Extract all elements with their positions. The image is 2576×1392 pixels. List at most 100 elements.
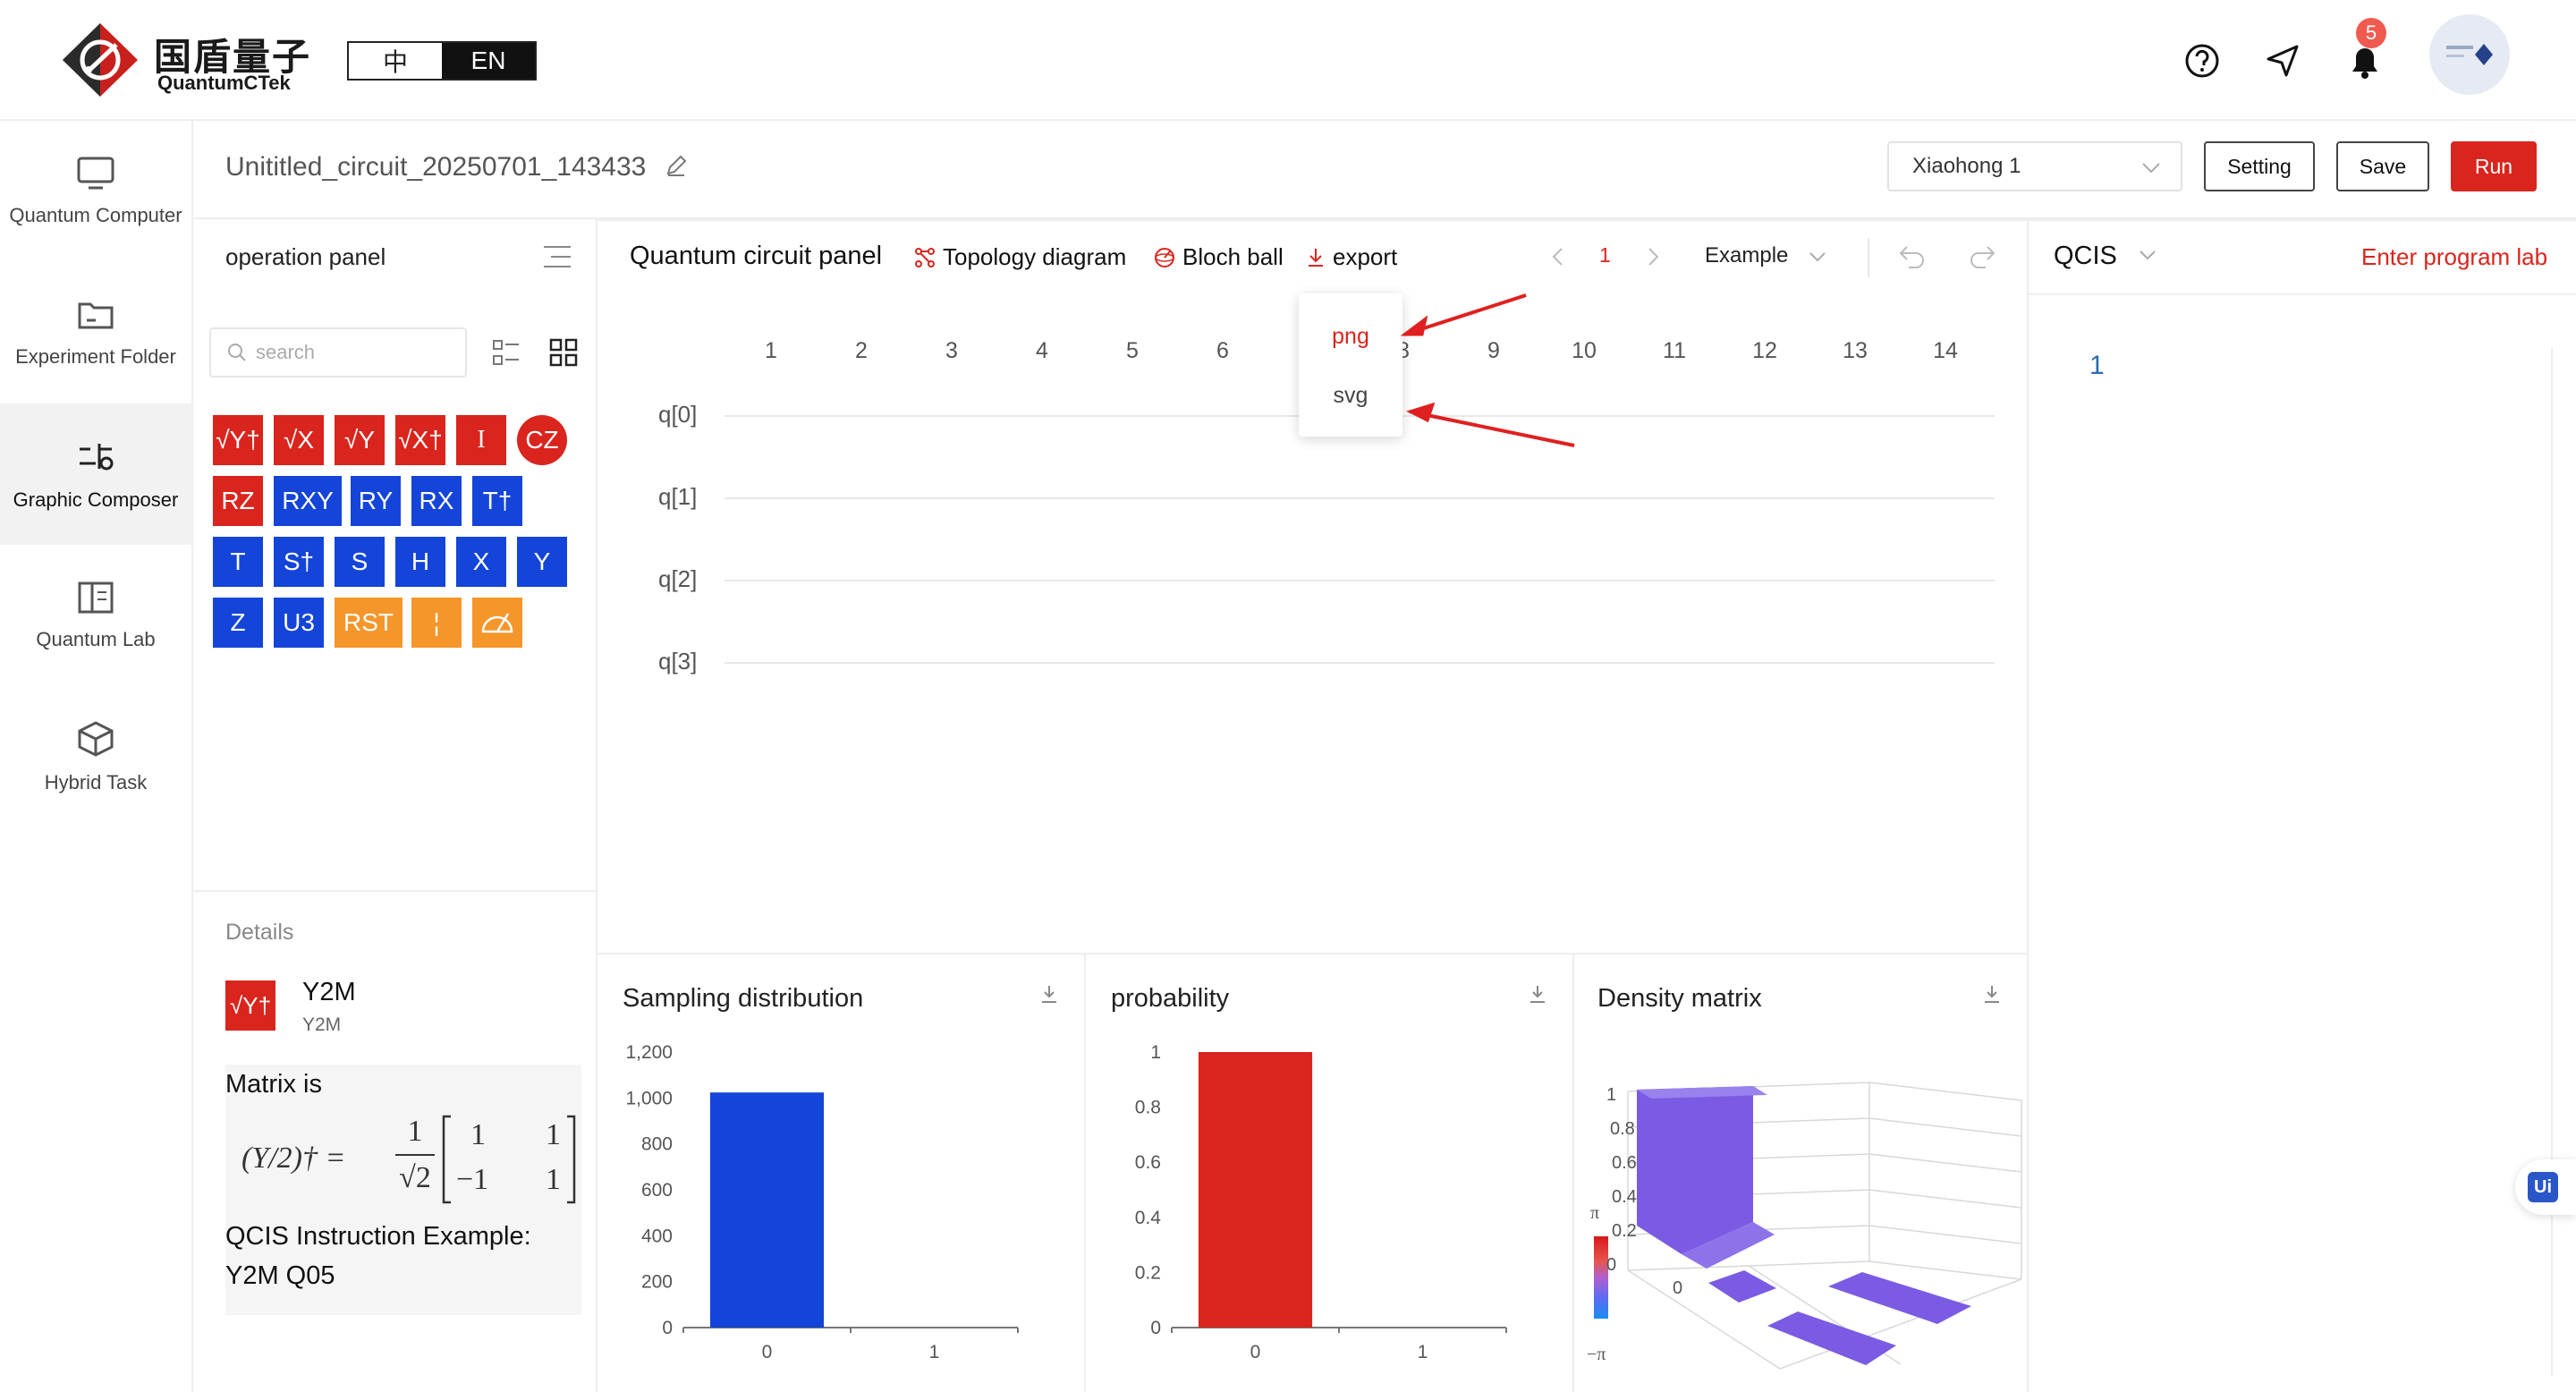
undo-icon[interactable] bbox=[1898, 243, 1927, 268]
machine-select[interactable]: Xiaohong 1 bbox=[1887, 141, 2182, 191]
z-tick: 0.4 bbox=[1612, 1187, 1637, 1207]
bloch-sphere-icon bbox=[1155, 247, 1174, 267]
gate-y[interactable]: Y bbox=[517, 537, 567, 587]
nav-item-quantum-computer[interactable]: Quantum Computer bbox=[0, 121, 191, 262]
matrix-lhs: (Y/2)† = bbox=[242, 1142, 346, 1175]
gate-i[interactable]: I bbox=[456, 415, 506, 465]
gate-search-input[interactable]: search bbox=[209, 327, 467, 378]
qcis-select[interactable]: QCIS bbox=[2054, 242, 2157, 271]
editor-line-number: 1 bbox=[2089, 351, 2105, 380]
y-tick-label: 200 bbox=[641, 1272, 673, 1293]
send-icon[interactable] bbox=[2256, 34, 2309, 88]
gate-rz[interactable]: RZ bbox=[213, 476, 263, 526]
gate-rx[interactable]: RX bbox=[411, 476, 462, 526]
qubit-wire[interactable] bbox=[724, 580, 1995, 581]
export-png-option[interactable]: png bbox=[1332, 324, 1369, 349]
detail-gate-name: Y2M bbox=[302, 978, 356, 1006]
nav-item-hybrid-task[interactable]: Hybrid Task bbox=[0, 686, 191, 828]
column-number: 10 bbox=[1572, 338, 1597, 363]
gate-x[interactable]: X bbox=[456, 537, 506, 587]
prev-page-icon[interactable] bbox=[1551, 247, 1565, 267]
qubit-wire[interactable] bbox=[724, 497, 1995, 499]
probability-chart-title: probability bbox=[1111, 984, 1230, 1013]
enter-program-lab-link[interactable]: Enter program lab bbox=[2361, 243, 2548, 270]
export-svg-option[interactable]: svg bbox=[1333, 383, 1368, 408]
column-number: 13 bbox=[1843, 338, 1868, 363]
x-tick-label: 0 bbox=[1250, 1342, 1261, 1362]
gate-cz[interactable]: CZ bbox=[517, 415, 567, 465]
lang-en-option[interactable]: EN bbox=[442, 43, 535, 79]
gate-ry[interactable]: RY bbox=[351, 476, 401, 526]
gate-y2p[interactable]: √Y bbox=[335, 415, 385, 465]
book-icon bbox=[78, 581, 114, 614]
z-tick: 0.8 bbox=[1610, 1119, 1635, 1139]
density-chart-panel bbox=[1574, 955, 2029, 1392]
gate-z[interactable]: Z bbox=[213, 598, 263, 648]
y-tick-label: 400 bbox=[641, 1226, 673, 1246]
setting-button[interactable]: Setting bbox=[2204, 141, 2315, 191]
page-number[interactable]: 1 bbox=[1599, 243, 1611, 267]
collapse-menu-icon[interactable] bbox=[542, 243, 572, 270]
topology-icon bbox=[915, 247, 935, 267]
colorbar-top-label: π bbox=[1590, 1203, 1599, 1223]
matrix-formula: (Y/2)† = 1 √2 1 1 −1 1 bbox=[242, 1115, 576, 1204]
bar bbox=[1198, 1052, 1313, 1328]
gate-t[interactable]: T bbox=[213, 537, 263, 587]
qubit-label: q[3] bbox=[658, 648, 698, 675]
gate-rst[interactable]: RST bbox=[335, 598, 402, 648]
gate-rxy[interactable]: RXY bbox=[274, 476, 342, 526]
gate-x2p[interactable]: √X bbox=[274, 415, 324, 465]
qubit-wire[interactable] bbox=[724, 662, 1995, 664]
sampling-chart-title: Sampling distribution bbox=[623, 984, 864, 1013]
gate-u3[interactable]: U3 bbox=[274, 598, 324, 648]
next-page-icon[interactable] bbox=[1646, 247, 1660, 267]
column-number: 11 bbox=[1663, 338, 1686, 363]
gate-barrier[interactable]: ¦ bbox=[411, 598, 462, 648]
gate-y2m[interactable]: √Y† bbox=[213, 415, 263, 465]
qcis-code-editor[interactable] bbox=[2066, 340, 2549, 1378]
ui-assistant-button[interactable]: Ui bbox=[2515, 1159, 2576, 1215]
search-placeholder: search bbox=[256, 341, 316, 363]
gate-x2m[interactable]: √X† bbox=[395, 415, 445, 465]
export-button[interactable]: export bbox=[1306, 243, 1397, 271]
density-bars bbox=[1637, 1086, 1971, 1365]
example-select[interactable]: Example bbox=[1705, 243, 1826, 268]
help-circle-icon[interactable] bbox=[2175, 34, 2229, 88]
measure-icon bbox=[481, 613, 513, 633]
avatar[interactable] bbox=[2429, 14, 2510, 95]
qubit-label: q[0] bbox=[658, 401, 698, 428]
lang-zh-option[interactable]: 中 bbox=[382, 48, 408, 76]
matrix-box bbox=[225, 1065, 581, 1315]
nav-item-quantum-lab[interactable]: Quantum Lab bbox=[0, 545, 191, 686]
editor-scrollbar[interactable] bbox=[2551, 347, 2553, 1376]
y-tick-label: 1 bbox=[1150, 1042, 1161, 1063]
gate-sd[interactable]: S† bbox=[274, 537, 324, 587]
topology-diagram-button[interactable]: Topology diagram bbox=[914, 243, 1126, 271]
gate-td[interactable]: T† bbox=[472, 476, 522, 526]
bell-icon[interactable] bbox=[2338, 34, 2392, 88]
cube-icon bbox=[78, 721, 114, 757]
nav-item-graphic-composer[interactable]: Graphic Composer bbox=[0, 403, 191, 545]
download-icon[interactable] bbox=[1982, 984, 2002, 1006]
list-view-icon[interactable] bbox=[492, 338, 521, 367]
edit-icon[interactable] bbox=[665, 154, 688, 177]
gate-h[interactable]: H bbox=[395, 537, 445, 587]
download-icon[interactable] bbox=[1528, 984, 1547, 1006]
left-navigation: Quantum Computer Experiment Folder Graph… bbox=[0, 121, 193, 1392]
x-tick-label: 0 bbox=[762, 1342, 773, 1362]
logo-icon[interactable] bbox=[59, 20, 141, 100]
redo-icon[interactable] bbox=[1968, 243, 1996, 268]
gate-s[interactable]: S bbox=[335, 537, 385, 587]
density-chart-title: Density matrix bbox=[1597, 984, 1762, 1013]
matrix-cell: −1 bbox=[456, 1163, 489, 1196]
matrix-brackets bbox=[442, 1115, 576, 1204]
nav-item-experiment-folder[interactable]: Experiment Folder bbox=[0, 262, 191, 403]
download-icon[interactable] bbox=[1039, 984, 1059, 1006]
save-button[interactable]: Save bbox=[2336, 141, 2429, 191]
grid-view-icon[interactable] bbox=[549, 338, 578, 367]
bloch-ball-button[interactable]: Bloch ball bbox=[1154, 243, 1284, 271]
top-bar bbox=[0, 0, 2576, 121]
run-button[interactable]: Run bbox=[2451, 141, 2537, 191]
gate-measure[interactable] bbox=[472, 598, 522, 648]
column-number: 12 bbox=[1752, 338, 1777, 363]
